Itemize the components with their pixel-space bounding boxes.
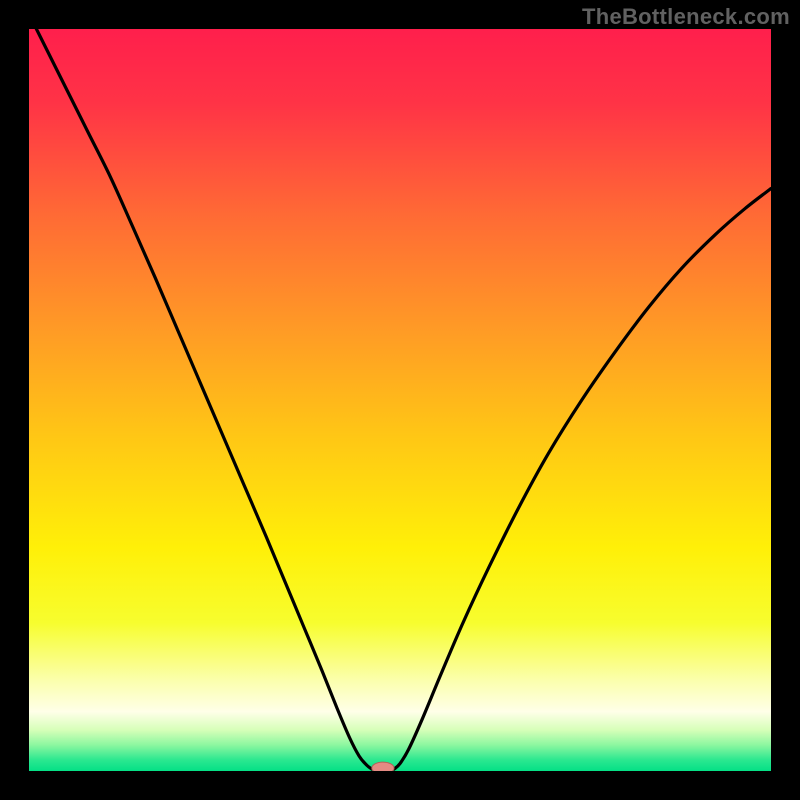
- chart-container: TheBottleneck.com: [0, 0, 800, 800]
- watermark-text: TheBottleneck.com: [582, 4, 790, 30]
- bottleneck-chart: [0, 0, 800, 800]
- plot-gradient-background: [29, 29, 771, 771]
